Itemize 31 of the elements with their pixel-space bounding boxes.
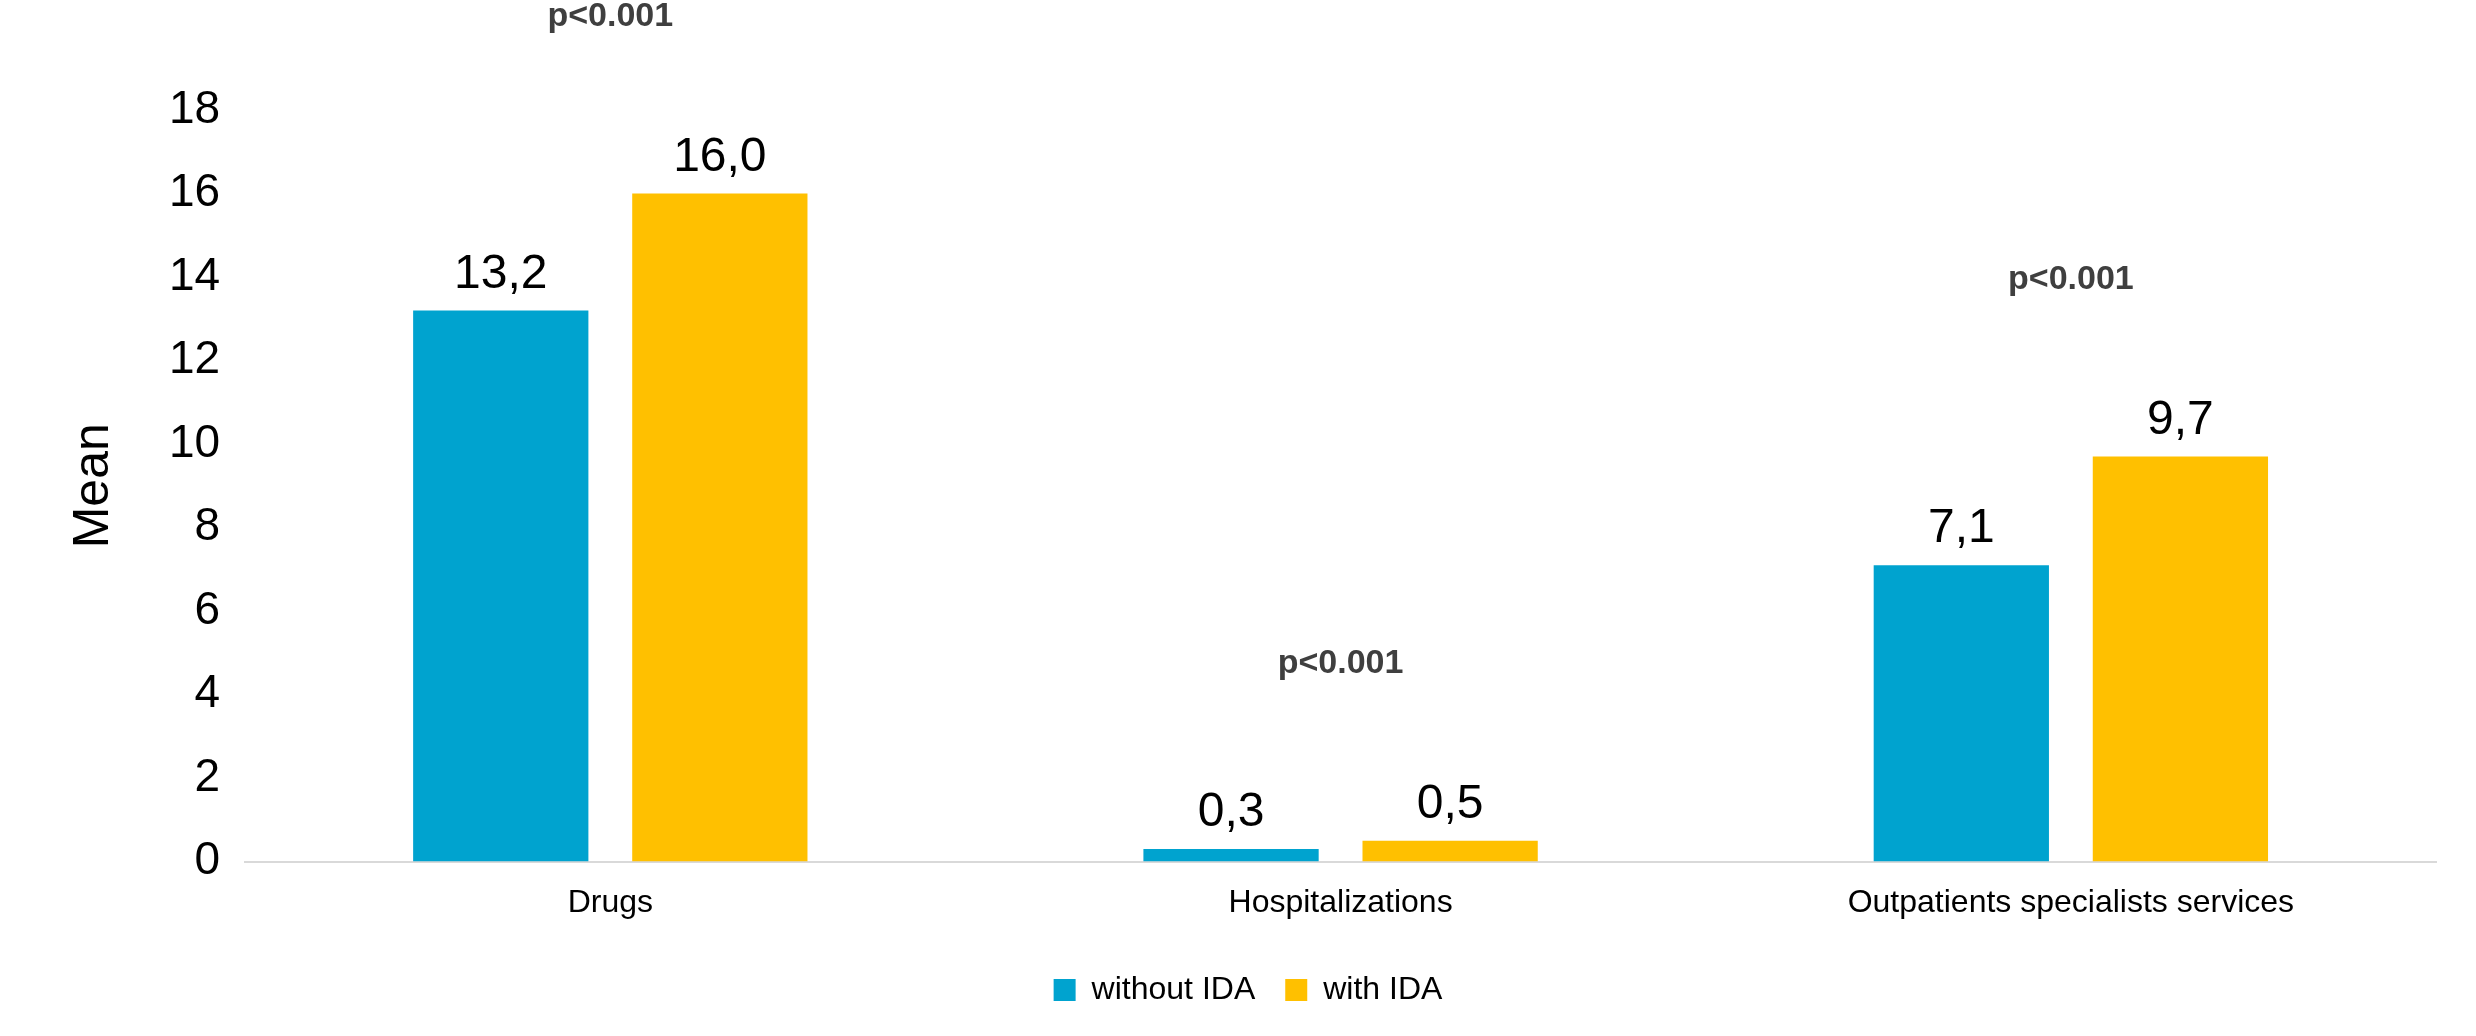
y-tick-label: 16	[168, 164, 221, 217]
y-tick-label: 12	[168, 331, 221, 384]
y-tick-label: 4	[194, 665, 221, 718]
bar	[1362, 840, 1538, 862]
annotation: p<0.001	[2008, 257, 2134, 296]
annotation: p<0.001	[1277, 642, 1404, 681]
legend-label: with IDA	[1322, 969, 1444, 1006]
bar	[632, 193, 808, 862]
data-label: 13,2	[454, 244, 548, 298]
y-tick-label: 14	[168, 247, 221, 300]
bar	[413, 310, 589, 862]
bar	[2092, 456, 2269, 862]
y-tick-label: 8	[194, 498, 221, 551]
x-tick-label: Outpatients specialists services	[1847, 882, 2295, 919]
data-label: 16,0	[673, 127, 767, 181]
y-tick-label: 10	[168, 414, 221, 467]
y-tick-label: 2	[194, 748, 221, 801]
data-label: 9,7	[2147, 390, 2214, 444]
y-axis-title: Mean	[62, 423, 119, 549]
x-tick-label: Drugs	[567, 882, 653, 919]
bar	[1143, 849, 1319, 862]
data-label: 7,1	[1927, 499, 1995, 553]
y-tick-label: 6	[194, 581, 221, 634]
y-tick-label: 18	[168, 80, 221, 133]
data-label: 0,5	[1416, 774, 1484, 828]
bar	[1873, 565, 2049, 862]
text: p<0.001	[547, 0, 674, 33]
legend-label: without IDA	[1090, 969, 1256, 1006]
x-tick-label: Hospitalizations	[1228, 882, 1453, 919]
data-label: 0,3	[1197, 783, 1265, 837]
y-tick-label: 0	[194, 832, 221, 885]
